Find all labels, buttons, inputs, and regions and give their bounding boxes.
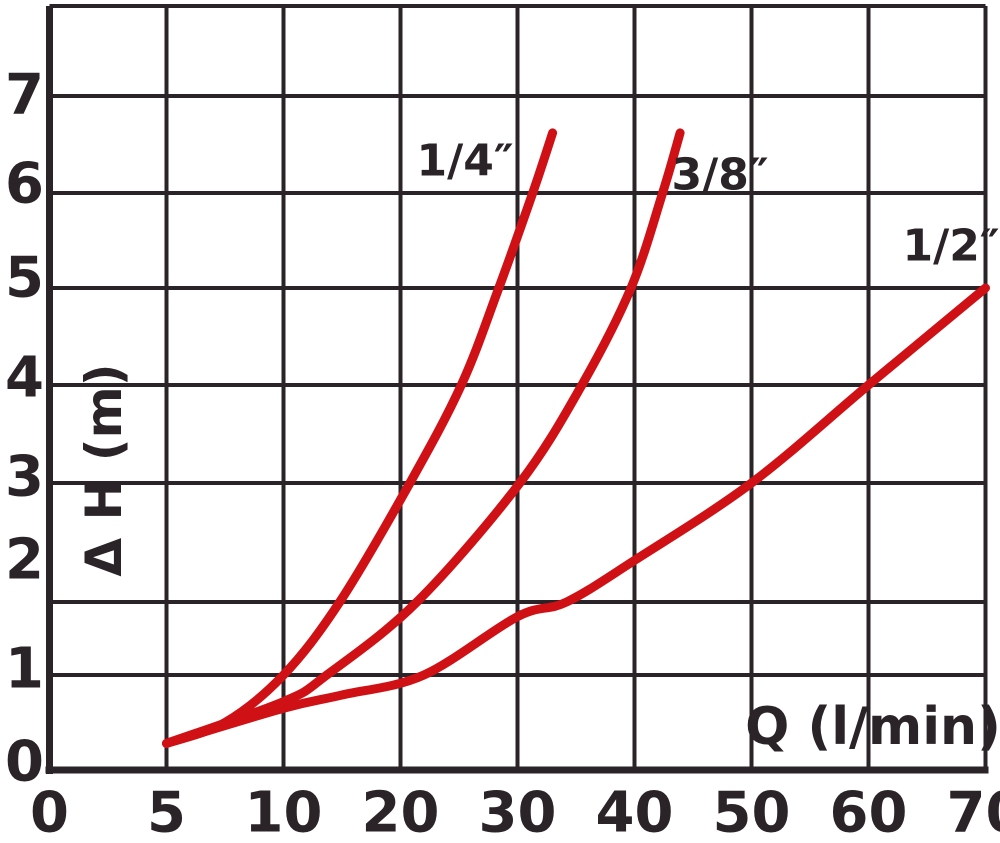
- x-tick-label: 60: [830, 781, 908, 843]
- curve-label: 1/2″: [903, 221, 1000, 272]
- x-tick-label: 10: [245, 781, 323, 843]
- label-layer: Q (l/min) Δ H (m): [75, 363, 1000, 757]
- pressure-drop-chart: 1/4″ 3/8″ 1/2″ Q (l/min) Δ H (m) 0 5 10 20 30 4…: [0, 0, 1000, 843]
- curve-layer: 1/4″ 3/8″ 1/2″: [167, 133, 1000, 744]
- x-tick-label: 70: [947, 781, 1000, 843]
- grid-layer: [50, 6, 986, 770]
- y-tick-label: 5: [5, 246, 44, 311]
- curve-three-eighths-inch: [167, 133, 681, 744]
- y-tick-label: 1: [5, 637, 44, 702]
- y-tick-label: 3: [5, 445, 44, 510]
- x-axis-title: Q (l/min): [745, 697, 1000, 757]
- x-tick-label: 40: [596, 781, 674, 843]
- x-tick-label: 30: [479, 781, 557, 843]
- x-tick-label: 5: [147, 781, 186, 843]
- y-tick-label: 0: [5, 730, 44, 795]
- chart-canvas: 1/4″ 3/8″ 1/2″ Q (l/min) Δ H (m) 0 5 10 20 30 4…: [0, 0, 1000, 843]
- x-tick-label: 20: [362, 781, 440, 843]
- y-tick-label: 4: [5, 346, 44, 411]
- y-tick-label: 7: [5, 63, 44, 128]
- x-tick-label: 50: [713, 781, 791, 843]
- y-axis-title: Δ H (m): [75, 363, 133, 576]
- curve-label: 3/8″: [672, 150, 769, 201]
- y-tick-label: 2: [5, 528, 44, 593]
- y-tick-label: 6: [5, 152, 44, 217]
- curve-label: 1/4″: [417, 136, 514, 187]
